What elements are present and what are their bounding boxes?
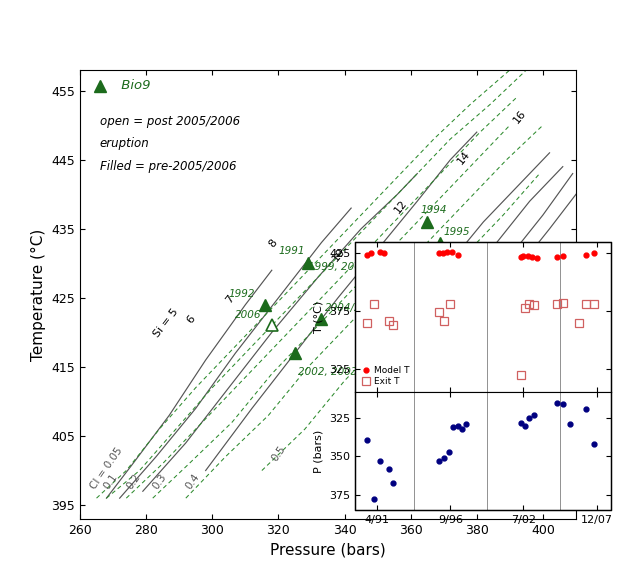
Text: 1999, 2000: 1999, 2000	[308, 262, 368, 272]
Text: 6: 6	[184, 314, 196, 325]
Text: 2002, 2003: 2002, 2003	[298, 367, 358, 377]
Text: 0.4: 0.4	[184, 472, 202, 491]
Text: Filled = pre-2005/2006: Filled = pre-2005/2006	[100, 160, 236, 173]
Text: 16: 16	[512, 108, 529, 125]
Text: 14: 14	[456, 149, 472, 167]
Text: 0.2: 0.2	[125, 472, 142, 491]
Text: 1993: 1993	[417, 248, 444, 258]
Y-axis label: P (bars): P (bars)	[314, 430, 324, 473]
Text: 12: 12	[393, 198, 410, 215]
Text: 0.5: 0.5	[270, 444, 288, 463]
Text: 2006: 2006	[236, 310, 262, 320]
Text: open = post 2005/2006: open = post 2005/2006	[100, 115, 240, 128]
Text: 1995: 1995	[444, 227, 470, 237]
Legend: Model T, Exit T: Model T, Exit T	[360, 364, 412, 388]
Text: Si = 5: Si = 5	[152, 307, 180, 339]
Text: 1992: 1992	[228, 289, 255, 299]
Text: 0.1: 0.1	[102, 472, 119, 491]
Text: 1991: 1991	[278, 247, 305, 257]
Text: 7: 7	[224, 293, 237, 305]
X-axis label: Pressure (bars): Pressure (bars)	[270, 542, 386, 557]
Text: Cl = 0.05: Cl = 0.05	[88, 445, 124, 491]
Y-axis label: T (°C): T (°C)	[314, 301, 324, 333]
Text: eruption: eruption	[100, 138, 150, 150]
Text: Bio9: Bio9	[117, 79, 150, 92]
Text: 2004/2007: 2004/2007	[324, 303, 381, 313]
Text: 8: 8	[268, 238, 280, 250]
Text: 0.3: 0.3	[151, 472, 169, 491]
Y-axis label: Temperature (°C): Temperature (°C)	[31, 229, 45, 360]
Text: 10: 10	[330, 246, 346, 264]
Text: 1994: 1994	[420, 205, 447, 215]
